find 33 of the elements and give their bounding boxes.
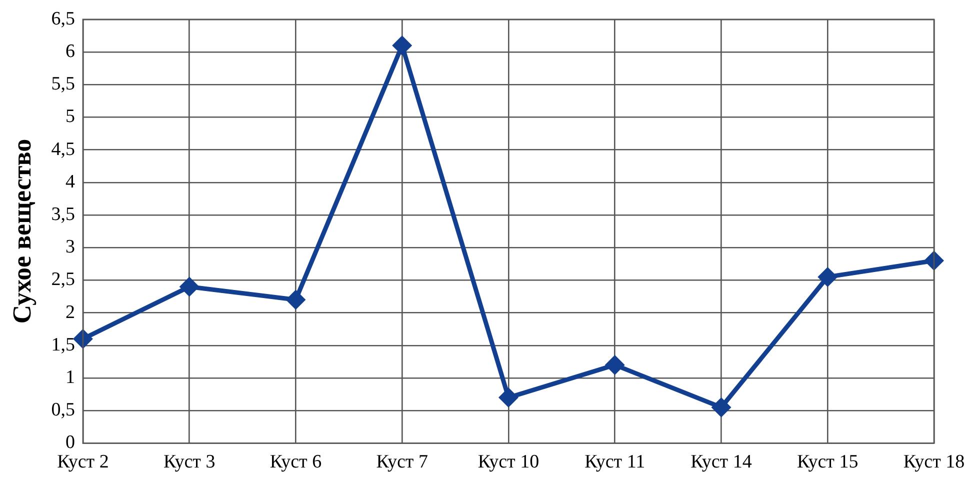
y-tick-label: 3,5 xyxy=(51,204,75,225)
y-tick-label: 0 xyxy=(65,432,75,454)
x-tick-label: Куст 11 xyxy=(584,452,646,473)
x-tick-label: Куст 18 xyxy=(903,452,965,473)
y-tick-label: 2,5 xyxy=(51,269,75,290)
point xyxy=(392,35,412,56)
x-tick-label: Куст 14 xyxy=(690,452,752,473)
y-tick-label: 4 xyxy=(65,171,76,192)
y-tick-label: 2 xyxy=(65,302,75,323)
y-tick-label: 5,5 xyxy=(51,74,75,95)
x-tick-label: Куст 3 xyxy=(163,452,216,473)
x-tick-label: Куст 10 xyxy=(478,452,540,473)
point xyxy=(818,266,838,287)
y-tick-label: 4,5 xyxy=(51,138,75,160)
point xyxy=(286,290,306,310)
x-tick-label: Куст 7 xyxy=(376,452,428,473)
point xyxy=(924,250,944,271)
y-tick-label: 5 xyxy=(65,106,75,128)
point xyxy=(604,354,625,375)
x-tick-label: Куст 2 xyxy=(57,452,109,473)
point xyxy=(711,397,732,418)
x-tick-label: Куст 6 xyxy=(270,452,322,473)
y-tick-label: 6 xyxy=(65,40,75,62)
y-tick-label: 0,5 xyxy=(51,400,75,421)
y-axis-title: Сухое вещество xyxy=(7,138,36,324)
y-tick-label: 3 xyxy=(65,236,75,258)
y-tick-label: 1,5 xyxy=(51,334,75,356)
point xyxy=(498,388,518,408)
y-tick-label: 1 xyxy=(65,366,75,388)
point xyxy=(179,276,200,297)
point xyxy=(72,328,93,349)
y-tick-label: 6,5 xyxy=(51,8,75,30)
x-tick-label: Куст 15 xyxy=(797,452,858,473)
